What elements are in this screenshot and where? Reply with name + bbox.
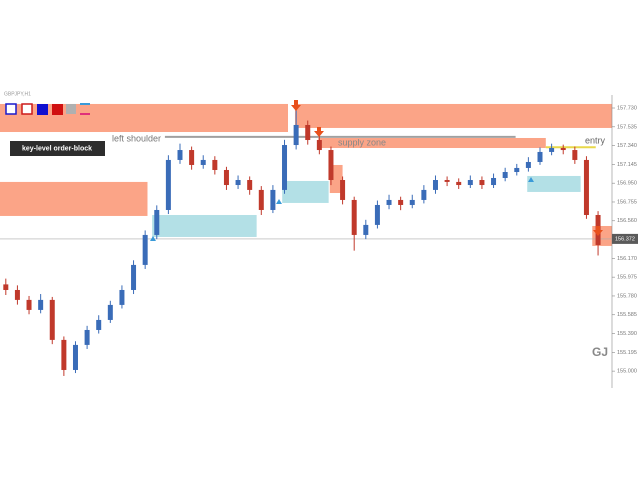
- candle-body: [479, 180, 485, 186]
- candle-body: [560, 148, 566, 151]
- signal-arrows: [150, 100, 603, 241]
- candle-body: [386, 199, 392, 205]
- candle-body: [444, 180, 450, 182]
- candle-body: [282, 145, 288, 190]
- y-tick-label: 156.755: [617, 199, 637, 205]
- candle-body: [84, 329, 90, 345]
- buy-arrow: [150, 236, 156, 241]
- y-tick-label: 155.585: [617, 312, 637, 318]
- candle-body: [26, 299, 32, 310]
- candle-body: [374, 204, 380, 225]
- badge-text: key-level order-block: [22, 145, 92, 152]
- demand-zone: [282, 180, 329, 203]
- candle-body: [491, 177, 497, 186]
- y-tick-label: 155.975: [617, 275, 637, 281]
- candle-body: [316, 140, 322, 151]
- candle-body: [49, 299, 55, 340]
- candle-body: [142, 234, 148, 265]
- y-tick-label: 155.780: [617, 293, 637, 299]
- candle-body: [200, 159, 206, 165]
- y-tick-label: 157.145: [617, 162, 637, 168]
- y-tick-label: 156.950: [617, 181, 637, 187]
- sell-arrow: [291, 100, 301, 111]
- badge[interactable]: [10, 141, 105, 156]
- candle-body: [537, 151, 543, 162]
- y-tick-label: 157.535: [617, 124, 637, 130]
- buy-arrow: [276, 199, 282, 204]
- tool-icon[interactable]: [37, 104, 48, 115]
- demand-zone: [527, 175, 581, 192]
- y-tick-label: 155.390: [617, 331, 637, 337]
- candle-body: [61, 339, 67, 370]
- candle-body: [247, 180, 253, 190]
- candle-body: [14, 289, 20, 300]
- sell-arrow: [314, 127, 324, 137]
- candle-body: [177, 150, 183, 160]
- demand-zone: [152, 214, 257, 237]
- axis: 157.730 157.535 157.340 157.145 156.950 156.7…: [0, 95, 638, 388]
- candle-body: [549, 148, 555, 152]
- annotation: entry: [585, 135, 606, 145]
- tool-icon[interactable]: [21, 103, 33, 115]
- buy-arrow: [528, 177, 534, 182]
- candle-body: [525, 161, 531, 168]
- candle-body: [467, 180, 473, 186]
- tool-icon[interactable]: [66, 104, 76, 114]
- candle-body: [189, 150, 195, 165]
- supply-zone: [318, 137, 546, 149]
- candle-body: [270, 189, 276, 210]
- candle-body: [363, 224, 369, 235]
- supply-zone: [592, 225, 612, 246]
- candle-body: [583, 159, 589, 215]
- candle-body: [223, 169, 229, 186]
- y-tick-label: 156.170: [617, 256, 637, 262]
- candle-body: [456, 181, 462, 186]
- zones: [0, 103, 612, 246]
- candle-body: [258, 189, 264, 210]
- symbol: GBPJPY,H1: [4, 91, 31, 97]
- tool-icon[interactable]: [52, 104, 63, 115]
- candle-body: [305, 124, 311, 141]
- candle-body: [409, 199, 415, 205]
- annotation: supply zone: [338, 137, 386, 147]
- candle-body: [165, 159, 171, 210]
- annotation: left shoulder: [112, 133, 161, 143]
- supply-zone: [294, 103, 612, 128]
- candle-body: [154, 209, 160, 235]
- candle-body: [421, 189, 427, 200]
- candle-body: [340, 180, 346, 200]
- candle-body: [131, 264, 137, 290]
- candle-body: [235, 180, 241, 186]
- candle-body: [119, 289, 125, 305]
- y-tick-label: 156.560: [617, 218, 637, 224]
- current-price-box: [612, 233, 638, 244]
- candle-body: [351, 199, 357, 235]
- y-tick-label: 157.340: [617, 143, 637, 149]
- y-tick-label: 155.195: [617, 350, 637, 356]
- candle-body: [398, 199, 404, 205]
- y-tick-label: 155.000: [617, 369, 637, 375]
- current-price-label: 156.372: [615, 236, 635, 242]
- tool-icon[interactable]: [5, 103, 17, 115]
- candle-body: [72, 344, 78, 370]
- candle-body: [514, 167, 520, 173]
- candle-body: [293, 124, 299, 146]
- candle-body: [38, 299, 44, 310]
- toolbar: [5, 103, 90, 115]
- candle-body: [328, 150, 334, 181]
- supply-zone: [0, 181, 148, 216]
- y-tick-label: 157.730: [617, 105, 637, 111]
- candle-body: [212, 159, 218, 170]
- candle-body: [107, 304, 113, 320]
- candle-body: [432, 180, 438, 190]
- candle-body: [96, 319, 102, 330]
- candle-body: [502, 172, 508, 178]
- watermark: GJ: [592, 345, 608, 359]
- candle-body: [572, 150, 578, 160]
- candle-body: [3, 284, 9, 290]
- sell-arrow: [593, 226, 603, 236]
